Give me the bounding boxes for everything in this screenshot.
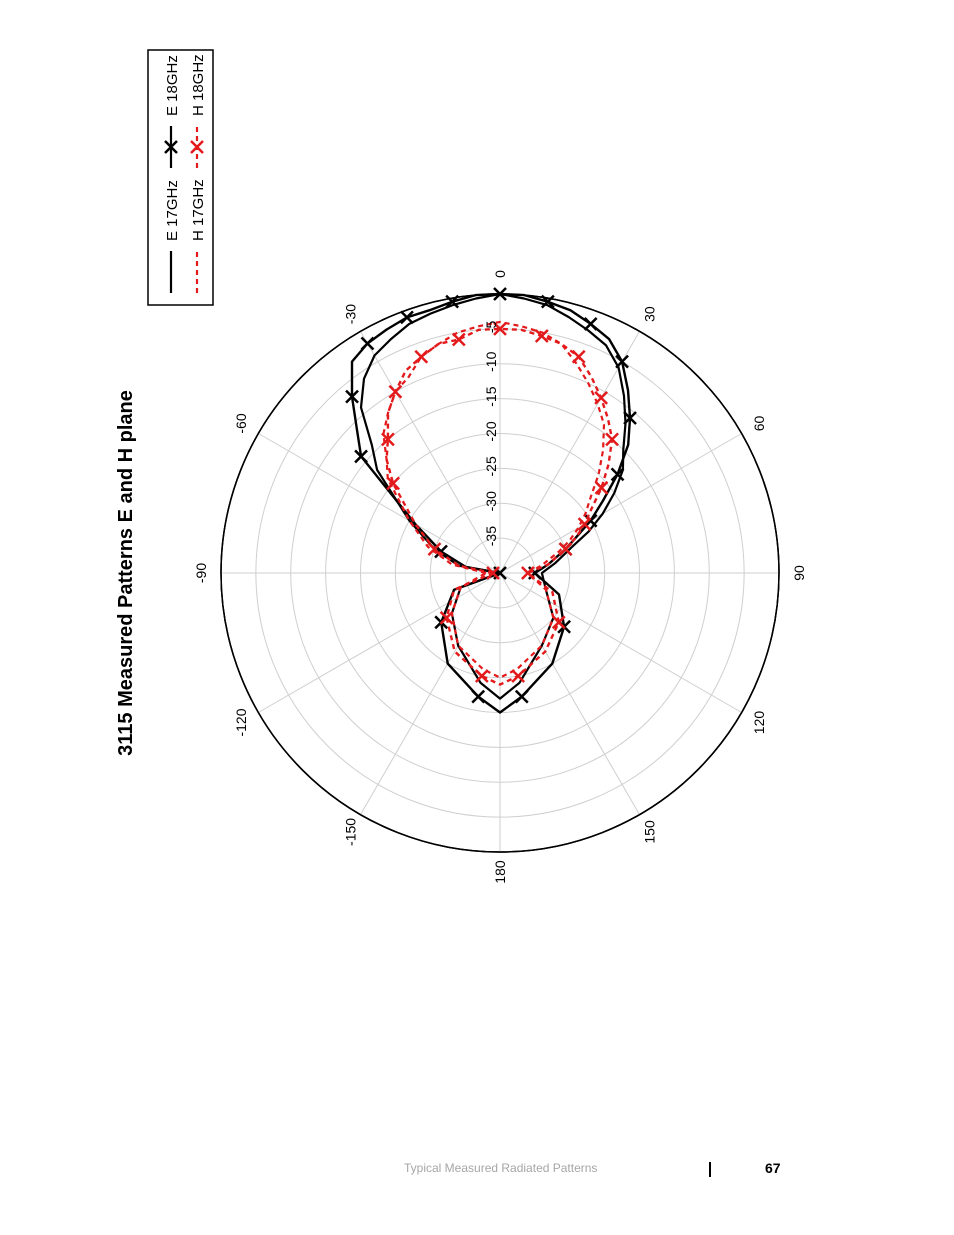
rotated-plot: -5 -10 -15 -20 -25 -30 -35 0 30 60 90 120 150 180 -150… bbox=[115, 49, 807, 884]
series-e-17ghz bbox=[359, 292, 627, 700]
angular-tick-label: 60 bbox=[751, 416, 767, 432]
series-marker bbox=[164, 140, 178, 154]
angular-gridline bbox=[360, 331, 501, 574]
series-marker bbox=[471, 689, 486, 704]
angular-tick-label: 0 bbox=[492, 270, 508, 278]
angular-gridline bbox=[499, 572, 742, 713]
series-marker bbox=[511, 669, 526, 683]
series-marker bbox=[623, 411, 637, 425]
series-marker bbox=[386, 476, 401, 491]
page-number: 67 bbox=[765, 1160, 781, 1176]
radial-tick-label: -30 bbox=[483, 491, 499, 511]
polar-grid bbox=[221, 294, 779, 852]
angular-tick-label: -60 bbox=[233, 413, 249, 433]
footer-divider bbox=[709, 1162, 711, 1177]
angular-gridline bbox=[499, 433, 742, 574]
series-line bbox=[382, 320, 606, 679]
radial-tick-label: -15 bbox=[483, 386, 499, 406]
series-h-18ghz bbox=[381, 321, 619, 686]
angular-tick-label: 30 bbox=[642, 306, 658, 322]
legend-label: H 17GHz bbox=[190, 179, 207, 241]
legend-box bbox=[147, 49, 214, 306]
series-marker bbox=[400, 310, 414, 325]
series-marker bbox=[594, 390, 609, 405]
series-marker bbox=[558, 542, 573, 557]
series-marker bbox=[439, 610, 454, 625]
legend-label: E 17GHz bbox=[164, 180, 181, 241]
angular-tick-label: 150 bbox=[642, 820, 658, 844]
series-marker bbox=[605, 432, 619, 447]
data-series bbox=[345, 287, 637, 714]
axis-labels: -5 -10 -15 -20 -25 -30 -35 0 30 60 90 120 150 180 -150… bbox=[193, 270, 807, 884]
series-marker bbox=[354, 449, 368, 464]
chart-title: 3115 Measured Patterns E and H plane bbox=[115, 390, 137, 756]
series-marker bbox=[571, 349, 586, 364]
footer-section-title: Typical Measured Radiated Patterns bbox=[404, 1161, 598, 1175]
radial-tick-label: -25 bbox=[483, 456, 499, 476]
angular-tick-label: -150 bbox=[343, 818, 359, 846]
series-marker bbox=[551, 615, 566, 630]
series-marker bbox=[594, 480, 609, 495]
series-marker bbox=[388, 384, 403, 399]
series-marker bbox=[414, 349, 429, 364]
angular-gridline bbox=[499, 331, 640, 574]
angular-tick-label: 180 bbox=[492, 860, 508, 884]
angular-tick-label: -30 bbox=[343, 304, 359, 324]
angular-tick-label: -120 bbox=[233, 708, 249, 736]
series-marker bbox=[514, 689, 529, 704]
series-marker bbox=[451, 332, 466, 347]
angular-tick-label: 120 bbox=[751, 711, 767, 735]
angular-gridline bbox=[499, 572, 640, 815]
series-marker bbox=[615, 354, 629, 369]
radial-tick-label: -35 bbox=[483, 526, 499, 546]
series-marker bbox=[610, 467, 625, 482]
series-line bbox=[359, 292, 627, 700]
series-marker bbox=[360, 336, 375, 351]
radial-tick-label: -20 bbox=[483, 421, 499, 441]
angular-gridline bbox=[360, 572, 501, 815]
series-marker bbox=[486, 566, 500, 580]
radial-tick-label: -5 bbox=[483, 320, 499, 333]
series-h-17ghz bbox=[382, 320, 606, 679]
series-marker bbox=[583, 317, 598, 331]
series-marker bbox=[577, 517, 592, 532]
series-marker bbox=[190, 140, 204, 154]
series-marker bbox=[521, 566, 535, 580]
plot-border bbox=[220, 293, 780, 853]
series-marker bbox=[427, 542, 442, 557]
series-marker bbox=[474, 669, 489, 683]
radial-tick-label: -10 bbox=[483, 351, 499, 371]
series-marker bbox=[493, 321, 507, 336]
angular-gridline bbox=[258, 572, 501, 713]
series-marker bbox=[534, 329, 549, 343]
legend-label: H 18GHz bbox=[190, 54, 207, 116]
angular-tick-label: -90 bbox=[193, 563, 209, 583]
series-marker bbox=[345, 389, 359, 404]
angular-tick-label: 90 bbox=[791, 565, 807, 581]
angular-gridline bbox=[258, 433, 501, 574]
legend-label: E 18GHz bbox=[164, 55, 181, 116]
series-marker bbox=[381, 432, 395, 447]
legend: E 17GHz H 17GHz E 18GHz H 18GHz bbox=[147, 49, 214, 306]
